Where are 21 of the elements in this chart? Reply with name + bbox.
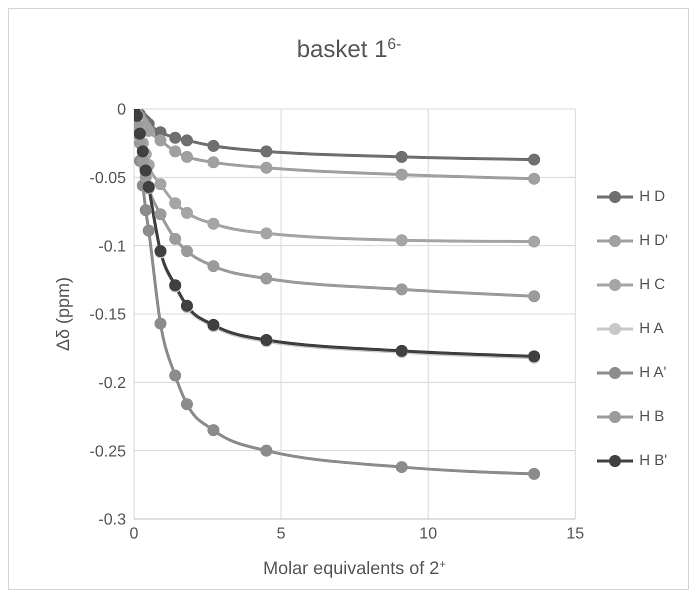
y-tick-label: -0.3	[98, 512, 126, 529]
x-tick-label: 0	[130, 525, 139, 542]
legend-label: H C	[639, 275, 666, 295]
y-tick-label: 0	[117, 102, 126, 119]
x-tick-label: 15	[566, 525, 584, 542]
y-tick-label: -0.1	[98, 238, 126, 256]
y-tick-label: -0.05	[90, 170, 126, 188]
legend-label: H D	[639, 187, 666, 207]
x-tick-label: 10	[419, 525, 438, 542]
legend-label: H A'	[639, 363, 666, 383]
x-tick-label: 5	[276, 525, 286, 542]
legend-label: H D'	[639, 231, 668, 251]
chart-title: basket 1$^{6-}$	[296, 36, 402, 63]
y-tick-label: -0.2	[98, 375, 126, 392]
y-tick-label: -0.25	[90, 443, 126, 460]
y-tick-label: -0.15	[90, 306, 126, 324]
y-axis-title: Δδ (ppm)	[53, 276, 73, 352]
legend-label: H B	[639, 407, 664, 427]
legend-label: H B'	[639, 451, 668, 471]
legend-label: H A	[639, 319, 664, 339]
x-axis-title: Molar equivalents of 2$^{+}$	[263, 558, 446, 578]
